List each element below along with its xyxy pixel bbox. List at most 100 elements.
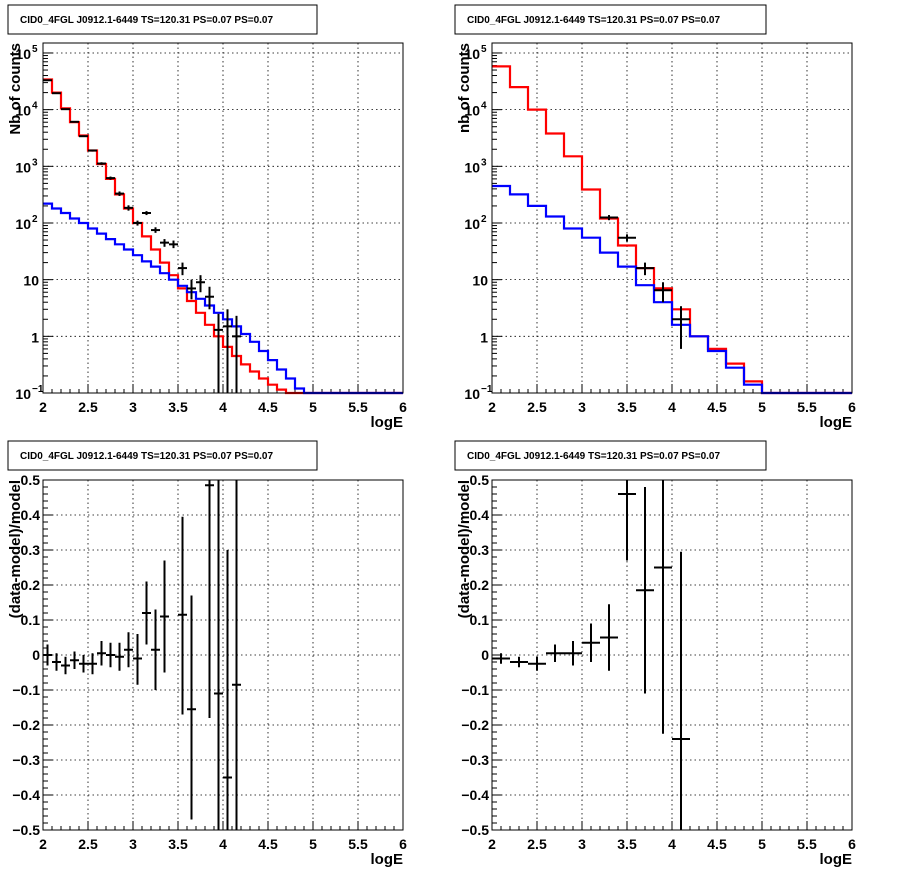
data-point (178, 262, 187, 276)
x-tick-label: 2 (39, 399, 47, 415)
data-point (79, 655, 88, 673)
data-point (600, 215, 618, 221)
y-tick-label: 0.1 (21, 612, 41, 628)
data-point (106, 176, 115, 180)
y-axis-label: nb of counts (456, 43, 473, 133)
y-tick-label: 10 (15, 103, 31, 119)
x-axis-label: logE (820, 851, 853, 868)
x-tick-label: 5 (758, 399, 766, 415)
y-axis-label: Nb of counts (7, 43, 24, 135)
y-tick-exponent: 3 (32, 157, 38, 168)
background-model-histogram (492, 184, 852, 395)
y-tick-label: 0.2 (470, 577, 490, 593)
y-tick-label: 0.3 (21, 542, 41, 558)
data-point (636, 262, 654, 276)
y-tick-exponent: 5 (32, 44, 38, 55)
data-point (43, 644, 52, 666)
x-tick-label: 3 (578, 399, 586, 415)
y-tick-label: 10 (472, 273, 488, 289)
data-point (223, 550, 232, 830)
x-tick-label: 2.5 (527, 399, 547, 415)
data-point (88, 653, 97, 675)
x-tick-label: 2 (488, 836, 496, 852)
x-tick-label: 6 (399, 399, 407, 415)
x-tick-label: 3.5 (617, 399, 637, 415)
x-tick-label: 5 (309, 836, 317, 852)
title-box (7, 440, 318, 471)
counts-panel-right: CID0_4FGL J0912.1-6449 TS=120.31 PS=0.07… (454, 4, 856, 431)
y-tick-label: 0.4 (470, 507, 490, 523)
data-point (43, 79, 52, 82)
x-axis-label: logE (371, 414, 404, 431)
data-point (151, 227, 160, 233)
x-tick-label: 3 (129, 399, 137, 415)
data-point (205, 286, 214, 310)
y-tick-label: 0.1 (470, 612, 490, 628)
y-tick-label: −0.5 (12, 822, 40, 838)
x-tick-label: 6 (848, 836, 856, 852)
x-tick-label: 3.5 (168, 836, 188, 852)
counts-panel-left: CID0_4FGL J0912.1-6449 TS=120.31 PS=0.07… (7, 4, 407, 431)
y-tick-exponent: −1 (32, 384, 44, 395)
residual-panel-right: CID0_4FGL J0912.1-6449 TS=120.31 PS=0.07… (454, 440, 856, 868)
data-point (133, 220, 142, 226)
y-tick-exponent: 4 (481, 101, 487, 112)
y-tick-label: −0.3 (12, 752, 40, 768)
data-point (636, 487, 654, 694)
plot-frame (491, 479, 853, 831)
data-point (492, 653, 510, 664)
x-tick-label: 2 (39, 836, 47, 852)
data-point (232, 480, 241, 830)
data-point (61, 108, 70, 111)
y-tick-label: 0.5 (21, 472, 41, 488)
x-tick-label: 4.5 (707, 399, 727, 415)
chart-title: CID0_4FGL J0912.1-6449 TS=120.31 PS=0.07… (20, 451, 273, 462)
y-axis-label: (data-model)/model (456, 480, 473, 618)
x-tick-label: 3.5 (617, 836, 637, 852)
y-tick-label: 10 (15, 159, 31, 175)
chart-title: CID0_4FGL J0912.1-6449 TS=120.31 PS=0.07… (20, 15, 273, 26)
title-box (454, 4, 767, 35)
data-point (178, 516, 187, 715)
x-tick-label: 4.5 (707, 836, 727, 852)
x-tick-label: 5.5 (348, 399, 368, 415)
title-box (454, 440, 767, 471)
data-point (672, 306, 690, 349)
x-tick-label: 5.5 (797, 836, 817, 852)
data-point (70, 651, 79, 669)
x-tick-label: 6 (848, 399, 856, 415)
y-tick-exponent: 2 (481, 214, 487, 225)
y-tick-label: 0 (481, 647, 489, 663)
data-point (52, 92, 61, 95)
y-tick-label: −0.2 (12, 717, 40, 733)
data-point (187, 279, 196, 300)
x-tick-label: 4 (668, 836, 676, 852)
x-tick-label: 4.5 (258, 836, 278, 852)
x-tick-label: 2 (488, 399, 496, 415)
background-model-histogram (43, 202, 403, 395)
x-tick-label: 3 (578, 836, 586, 852)
x-axis-label: logE (371, 851, 404, 868)
x-tick-label: 5 (309, 399, 317, 415)
data-point (151, 609, 160, 690)
y-tick-label: 0.2 (21, 577, 41, 593)
data-point (52, 653, 61, 671)
data-point (115, 191, 124, 196)
data-point (654, 282, 672, 303)
x-tick-label: 4.5 (258, 399, 278, 415)
data-point (618, 234, 636, 242)
data-point (70, 120, 79, 123)
data-point (88, 149, 97, 152)
chart-title: CID0_4FGL J0912.1-6449 TS=120.31 PS=0.07… (467, 15, 720, 26)
y-axis-label: (data-model)/model (7, 480, 24, 618)
total-model-histogram (492, 65, 852, 395)
title-box (7, 4, 318, 35)
data-point (214, 313, 223, 393)
data-point (582, 623, 600, 662)
data-point (160, 560, 169, 673)
data-point (160, 239, 169, 247)
data-point (115, 642, 124, 671)
x-tick-label: 4 (219, 399, 227, 415)
y-tick-label: −0.1 (12, 682, 40, 698)
data-point (97, 641, 106, 666)
